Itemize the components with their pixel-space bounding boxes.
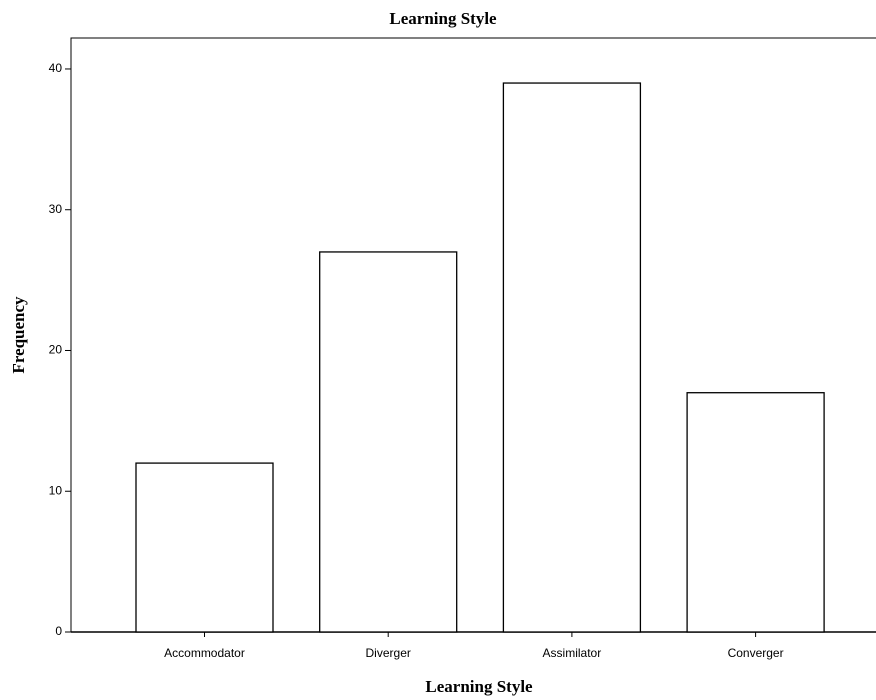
bar xyxy=(319,251,458,633)
x-tick-label: Converger xyxy=(728,646,784,660)
y-tick-label: 10 xyxy=(49,483,63,497)
x-tick-label: Accommodator xyxy=(164,646,245,660)
bar xyxy=(686,392,825,633)
y-tick-label: 0 xyxy=(55,624,62,638)
chart-title: Learning Style xyxy=(389,9,497,28)
x-axis-label: Learning Style xyxy=(425,677,533,696)
y-tick-label: 40 xyxy=(49,61,63,75)
bar xyxy=(502,82,642,633)
y-tick-label: 30 xyxy=(49,202,63,216)
plot-frame xyxy=(70,37,876,632)
x-tick-label: Diverger xyxy=(366,646,411,660)
x-tick-label: Assimilator xyxy=(543,646,602,660)
y-tick-label: 20 xyxy=(49,343,63,357)
y-axis-label: Frequency xyxy=(9,296,28,374)
bar xyxy=(135,462,274,633)
